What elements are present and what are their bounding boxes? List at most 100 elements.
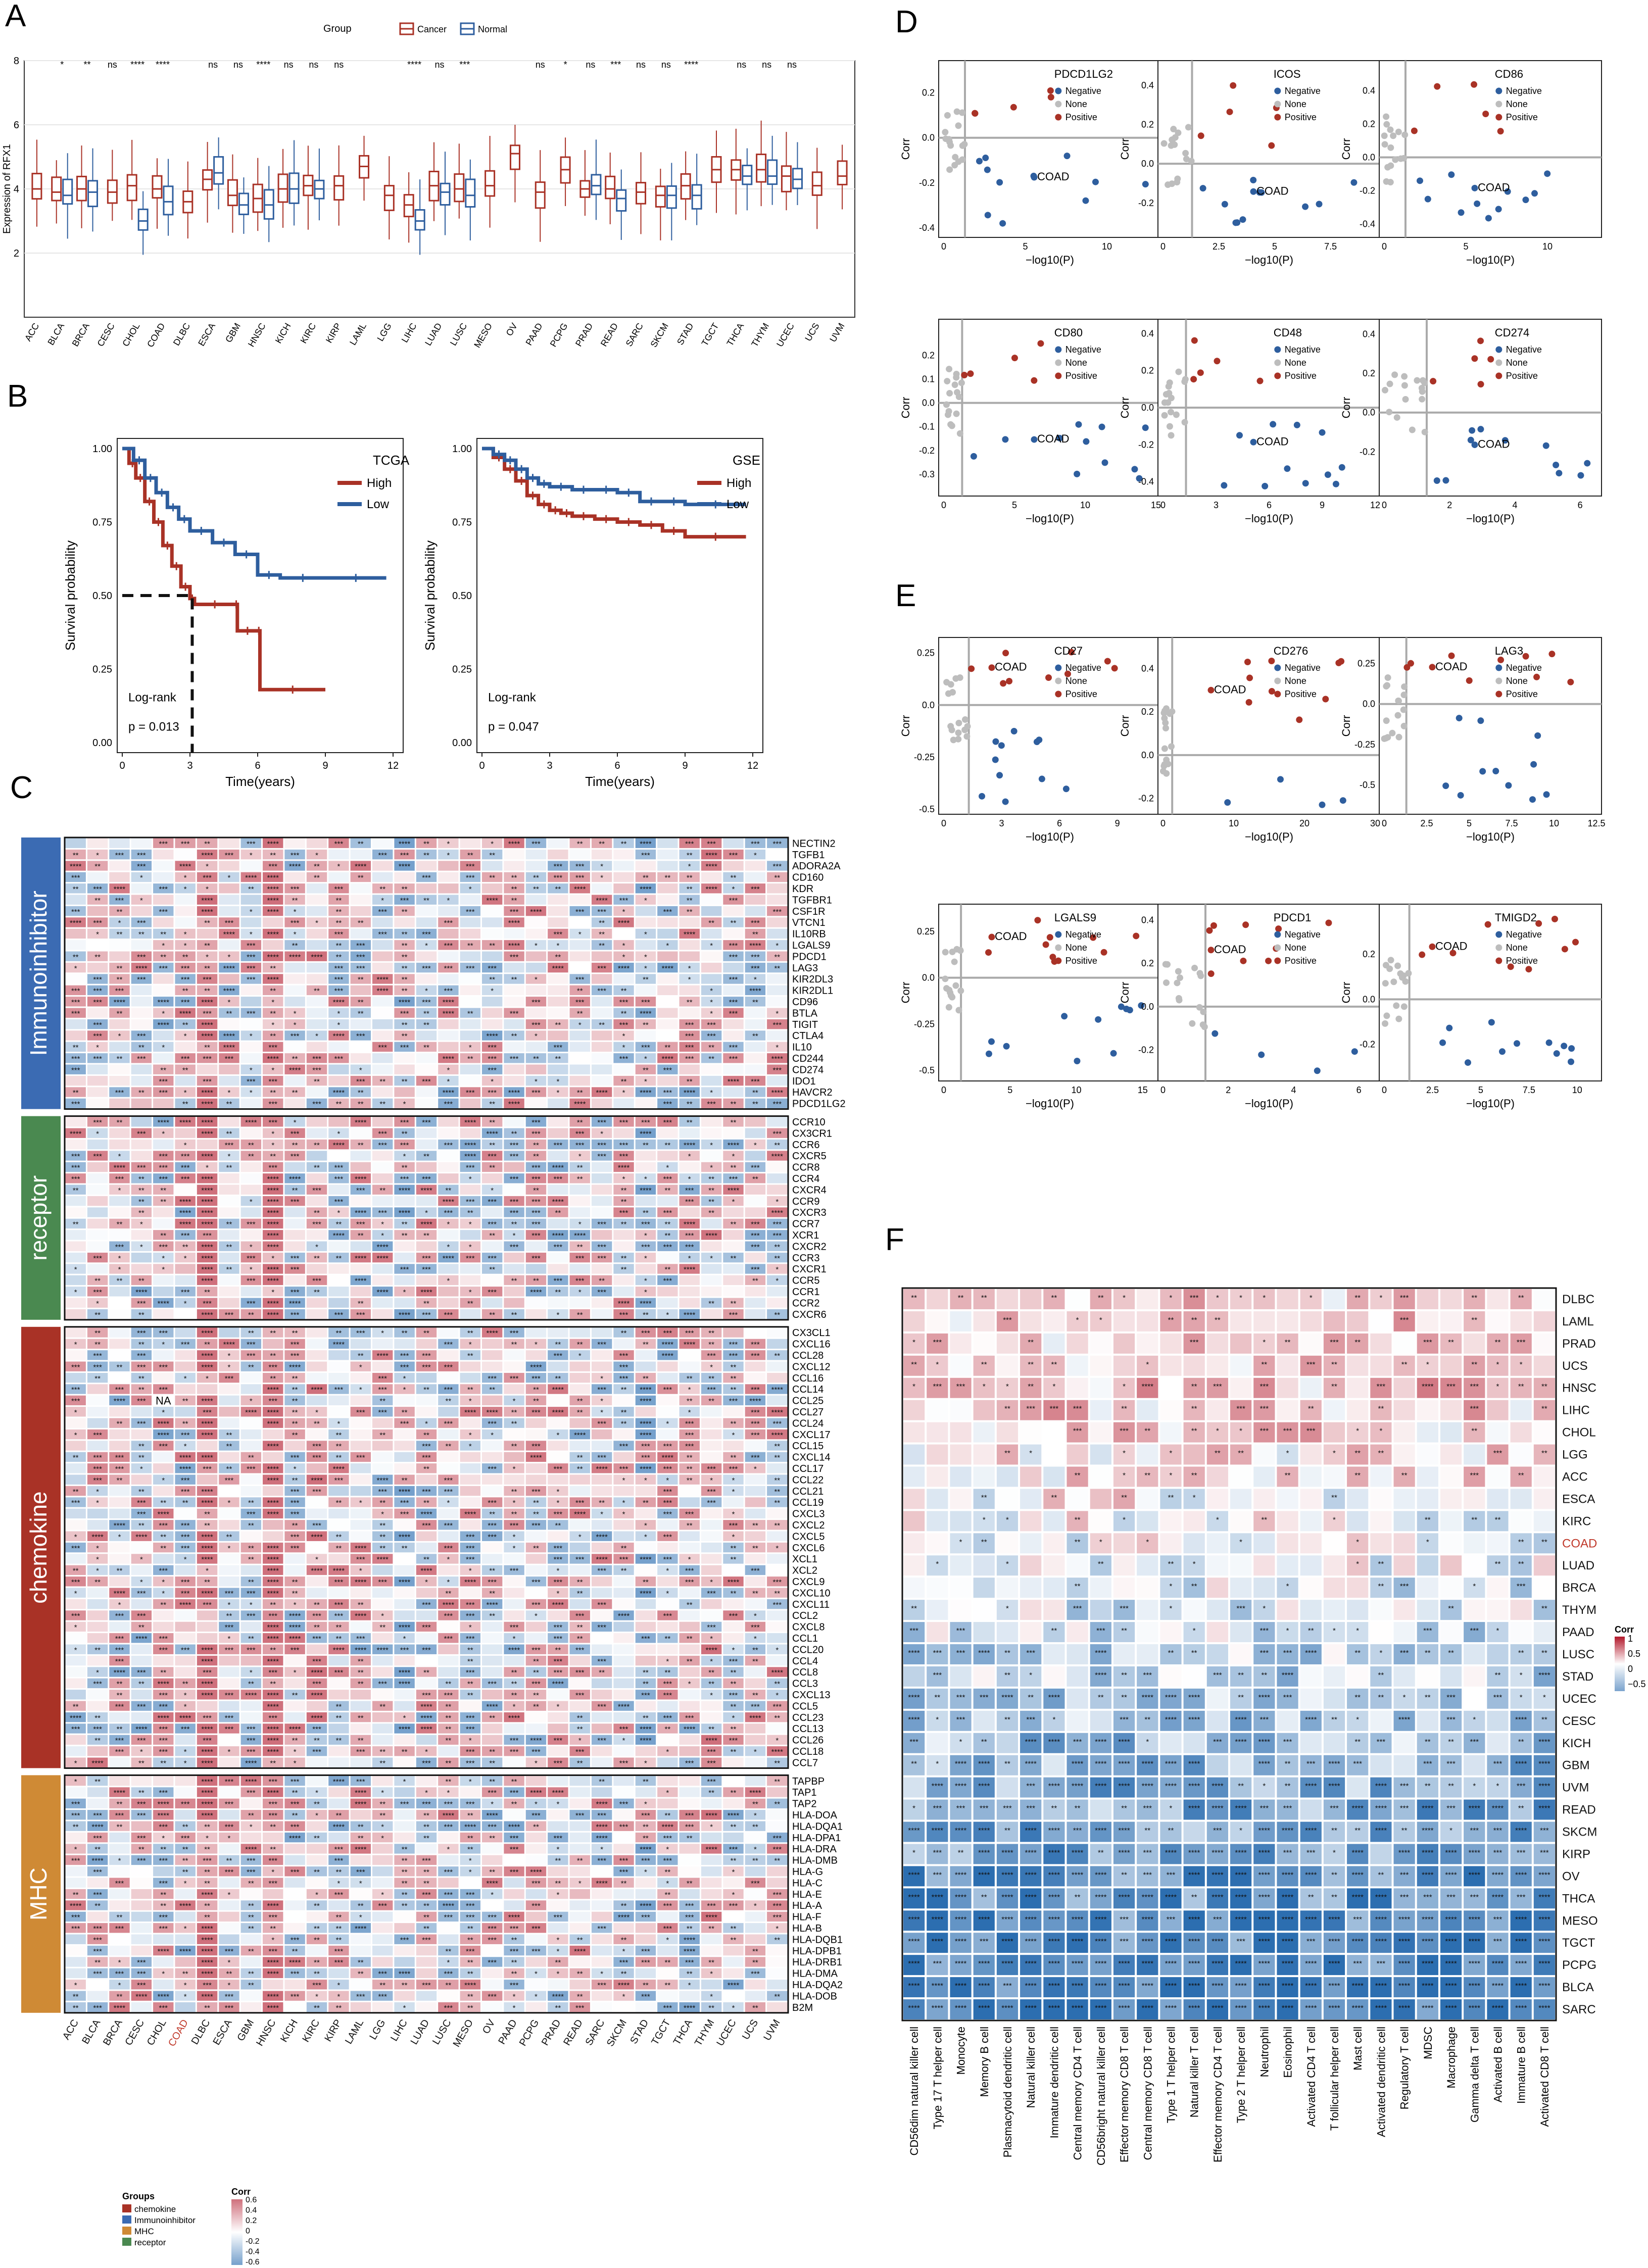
cell-significance: ****: [420, 1714, 432, 1722]
heatmap-cell: [66, 1520, 86, 1530]
cell-significance: ***: [444, 1311, 453, 1319]
cell-significance: *: [294, 1601, 297, 1609]
heatmap-cell: [87, 1162, 108, 1172]
heatmap-cell: [592, 1207, 612, 1217]
cell-significance: ***: [159, 1386, 168, 1394]
heatmap-cell: [482, 997, 502, 1006]
heatmap-cell: [438, 1162, 458, 1172]
heatmap-cell: [438, 1350, 458, 1360]
cell-significance: ***: [334, 1164, 344, 1172]
cell-significance: ***: [93, 1465, 102, 1473]
cell-significance: ***: [554, 1352, 563, 1360]
cell-significance: ***: [356, 942, 365, 950]
cell-significance: ***: [751, 885, 760, 894]
heatmap-cell: [680, 940, 700, 950]
heatmap-cell: [241, 1128, 261, 1138]
heatmap-cell: [87, 1140, 108, 1149]
cell-significance: ***: [93, 1288, 102, 1297]
heatmap-cell: [175, 1076, 195, 1086]
heatmap-cell: [570, 895, 590, 905]
cell-significance: ***: [597, 1601, 606, 1609]
heatmap-cell: [109, 1065, 129, 1074]
heatmap-cell: [241, 1185, 261, 1195]
cell-significance: **: [270, 1009, 276, 1018]
cell-significance: ***: [247, 1510, 256, 1519]
cell-significance: *: [294, 1668, 297, 1677]
cell-significance: **: [446, 1725, 452, 1734]
heatmap-cell: [723, 1019, 743, 1029]
cell-significance: ***: [400, 896, 409, 905]
cell-significance: **: [577, 1454, 583, 1462]
cell-significance: ****: [267, 1209, 279, 1217]
cell-significance: **: [182, 1397, 188, 1406]
heatmap-cell: [219, 861, 239, 870]
cell-significance: ***: [466, 1635, 475, 1643]
significance-label: ****: [256, 60, 270, 70]
cell-significance: ****: [289, 1635, 301, 1643]
heatmap-cell: [219, 940, 239, 950]
cell-significance: *: [556, 1311, 559, 1319]
cell-significance: **: [73, 885, 79, 894]
cell-significance: ****: [487, 1702, 499, 1711]
cell-significance: **: [423, 1009, 429, 1018]
cell-significance: ***: [334, 1578, 344, 1587]
cell-significance: ****: [618, 1164, 630, 1172]
heatmap-cell: [219, 1667, 239, 1677]
cell-significance: **: [467, 1386, 473, 1394]
heatmap-cell: [351, 1264, 371, 1273]
cell-significance: ****: [333, 1567, 345, 1575]
cell-significance: **: [204, 1510, 210, 1519]
heatmap-cell: [87, 1520, 108, 1530]
cell-significance: **: [731, 1254, 737, 1263]
heatmap-cell: [526, 985, 546, 995]
cell-significance: *: [337, 1419, 341, 1428]
cell-significance: **: [402, 964, 408, 973]
cell-significance: ****: [114, 1521, 126, 1530]
cell-significance: ***: [597, 1657, 606, 1666]
cell-significance: *: [688, 1254, 691, 1263]
cell-significance: ***: [531, 1118, 541, 1127]
heatmap-cell: [394, 1065, 414, 1074]
cell-significance: ****: [289, 862, 301, 871]
cell-significance: ****: [289, 1623, 301, 1632]
row-label: CCL17: [792, 1463, 823, 1474]
cell-significance: ****: [640, 885, 652, 894]
cell-significance: **: [467, 1352, 473, 1360]
heatmap-cell: [307, 895, 327, 905]
heatmap-cell: [87, 1407, 108, 1416]
heatmap-cell: [504, 929, 524, 939]
heatmap-cell: [592, 1099, 612, 1108]
cell-significance: ****: [487, 1032, 499, 1041]
cell-significance: ***: [71, 1175, 80, 1184]
heatmap-cell: [219, 1520, 239, 1530]
heatmap-cell: [680, 1610, 700, 1620]
heatmap-cell: [219, 1287, 239, 1296]
heatmap-cell: [394, 1463, 414, 1473]
heatmap-cell: [745, 1667, 765, 1677]
cell-significance: ***: [597, 1288, 606, 1297]
row-label: CCL4: [792, 1656, 818, 1667]
heatmap-cell: [657, 929, 677, 939]
cell-significance: **: [270, 1352, 276, 1360]
cell-significance: **: [774, 1243, 780, 1251]
cell-significance: *: [228, 1544, 231, 1553]
cell-significance: *: [556, 1589, 559, 1598]
cell-significance: ****: [662, 1352, 674, 1360]
heatmap-cell: [504, 1723, 524, 1733]
heatmap-cell: [438, 1019, 458, 1029]
heatmap-cell: [328, 1275, 349, 1285]
heatmap-cell: [372, 861, 393, 870]
heatmap-cell: [592, 1030, 612, 1040]
row-label: LAG3: [792, 963, 818, 974]
cell-significance: **: [511, 1442, 517, 1451]
cell-significance: *: [688, 862, 691, 871]
figure-canvas: ABCDEF2468Expression of RFX1Group Cancer N…: [0, 0, 1648, 2268]
heatmap-cell: [131, 1264, 152, 1273]
cell-significance: ***: [663, 1680, 672, 1689]
cell-significance: **: [358, 1601, 364, 1609]
cell-significance: **: [533, 1668, 539, 1677]
cell-significance: ***: [466, 1198, 475, 1206]
cell-significance: ***: [729, 1521, 738, 1530]
cell-significance: **: [292, 1089, 298, 1097]
normal-box: [239, 193, 248, 214]
